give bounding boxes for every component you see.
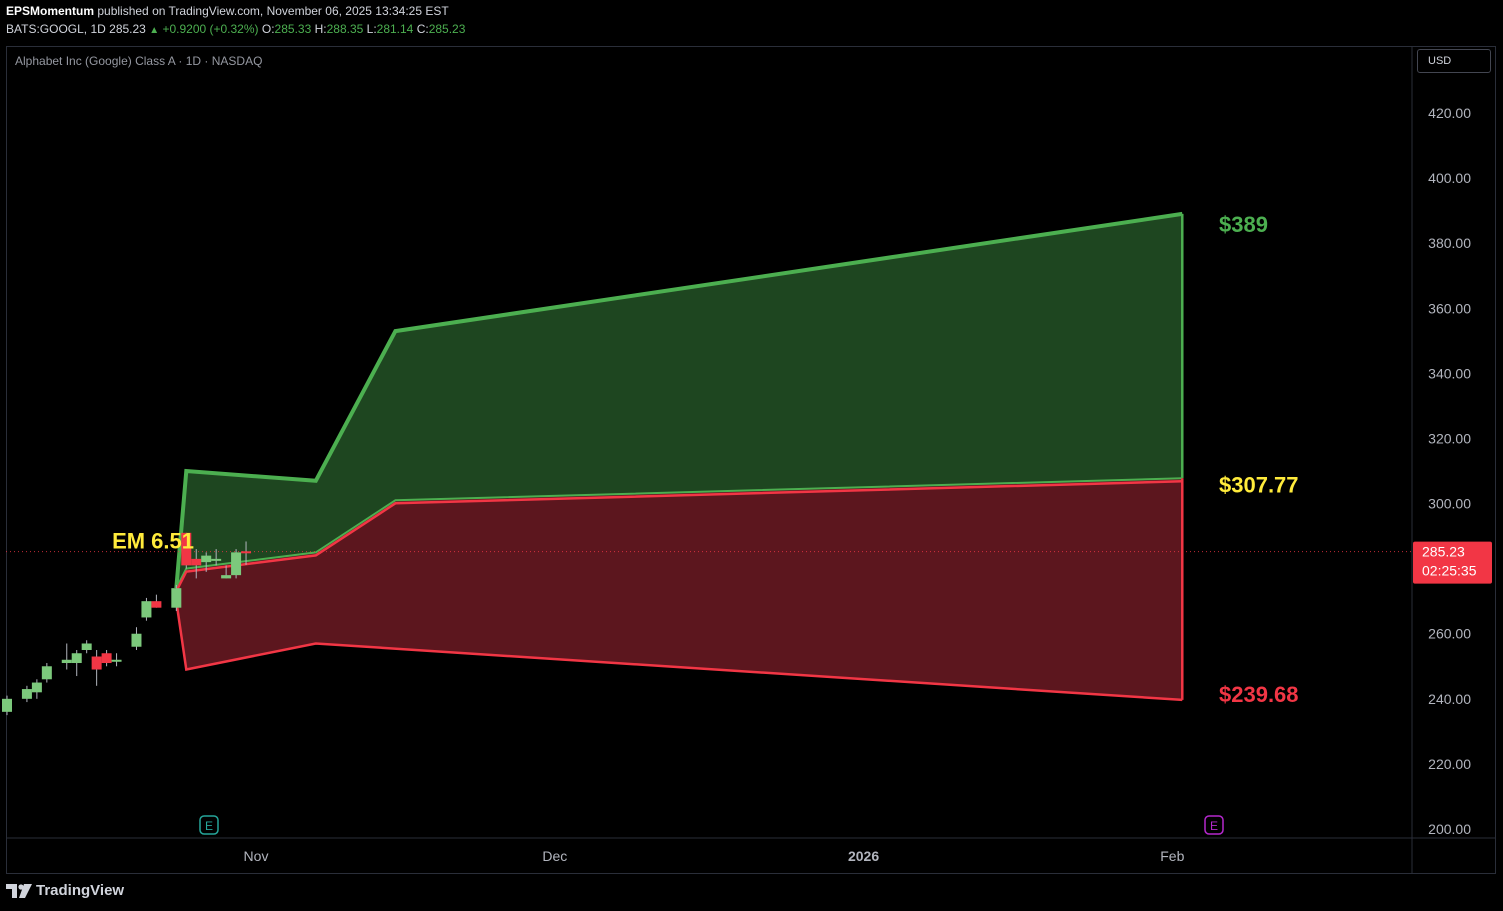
symbol-interval: BATS:GOOGL, 1D	[6, 22, 106, 36]
low-label: L:	[366, 22, 377, 36]
mid-band-red-line	[175, 480, 1183, 592]
candle-body	[111, 659, 122, 662]
ohlc-line: BATS:GOOGL, 1D 285.23 ▲ +0.9200 (+0.32%)…	[6, 22, 465, 36]
high-value: 288.35	[326, 22, 364, 36]
candle-body	[101, 653, 112, 664]
earnings-box	[199, 815, 219, 835]
mid-target-label: $307.77	[1219, 472, 1299, 497]
candle-body	[91, 656, 102, 670]
price-tick-label: 240.00	[1428, 691, 1471, 707]
candle-body	[201, 555, 212, 563]
candle-body	[241, 551, 252, 554]
up-arrow-icon: ▲	[149, 25, 160, 36]
price-change: +0.9200 (+0.32%)	[162, 22, 259, 36]
currency-selector[interactable]: USD	[1417, 49, 1491, 73]
price-tick-label: 300.00	[1428, 496, 1471, 512]
candle-body	[141, 601, 152, 618]
publish-info: published on TradingView.com, November 0…	[97, 4, 449, 18]
mid-band-green-line	[175, 477, 1183, 589]
earnings-letter: E	[1210, 819, 1218, 833]
price-tick-label: 400.00	[1428, 170, 1471, 186]
open-value: 285.33	[274, 22, 312, 36]
earnings-icon[interactable]: E	[199, 815, 219, 835]
candle-body	[1, 698, 12, 712]
lower-band-line	[175, 601, 1183, 702]
high-label: H:	[314, 22, 327, 36]
earnings-letter: E	[205, 819, 213, 833]
candle-body	[191, 558, 202, 566]
price-tick-label: 340.00	[1428, 365, 1471, 381]
candle-body	[21, 689, 32, 699]
low-value: 281.14	[376, 22, 414, 36]
upper-range-fill	[176, 213, 1183, 589]
candle-body	[71, 653, 82, 664]
candle-body	[31, 682, 42, 693]
lower-target-label: $239.68	[1219, 682, 1299, 707]
price-tick-label: 360.00	[1428, 300, 1471, 316]
candle-body	[151, 601, 162, 608]
tradingview-logo-icon	[6, 883, 32, 898]
candle-body	[171, 588, 182, 608]
author-name[interactable]: EPSMomentum	[6, 4, 95, 18]
price-tick-label: 320.00	[1428, 430, 1471, 446]
chart-frame	[6, 46, 1496, 874]
candle-body	[131, 633, 142, 647]
candle-body	[231, 552, 242, 576]
upper-band-line	[174, 211, 1183, 589]
price-tick-label: 420.00	[1428, 105, 1471, 121]
price-tick-label: 200.00	[1428, 821, 1471, 837]
upper-target-label: $389	[1219, 212, 1268, 237]
chart-symbol-title: Alphabet Inc (Google) Class A · 1D · NAS…	[15, 54, 263, 68]
brand-name: TradingView	[36, 882, 125, 899]
candle-body	[181, 532, 192, 566]
candle-body	[211, 558, 222, 561]
expected-move-label: EM 6.51	[112, 529, 194, 554]
time-tick-label: Dec	[542, 848, 567, 864]
candle-body	[81, 643, 92, 650]
current-price-value: 285.23	[1422, 544, 1465, 560]
time-tick-label: 2026	[848, 848, 879, 864]
lower-range-fill	[176, 478, 1183, 700]
publish-line: EPSMomentum published on TradingView.com…	[6, 4, 449, 18]
upcoming-earnings-icon[interactable]: E	[1204, 815, 1224, 835]
close-label: C:	[416, 22, 429, 36]
price-tick-label: 220.00	[1428, 756, 1471, 772]
current-price-tag	[1413, 541, 1492, 584]
candle-body	[41, 666, 52, 680]
close-value: 285.23	[428, 22, 466, 36]
tradingview-logo[interactable]: TradingView	[6, 882, 124, 899]
open-label: O:	[261, 22, 275, 36]
time-tick-label: Nov	[244, 848, 269, 864]
earnings-box	[1204, 815, 1224, 835]
price-tick-label: 260.00	[1428, 626, 1471, 642]
candle-body	[221, 575, 232, 579]
candle-body	[61, 659, 72, 664]
price-tick-label: 380.00	[1428, 235, 1471, 251]
time-tick-label: Feb	[1160, 848, 1184, 864]
bar-countdown: 02:25:35	[1422, 563, 1477, 579]
last-price: 285.23	[109, 22, 146, 36]
